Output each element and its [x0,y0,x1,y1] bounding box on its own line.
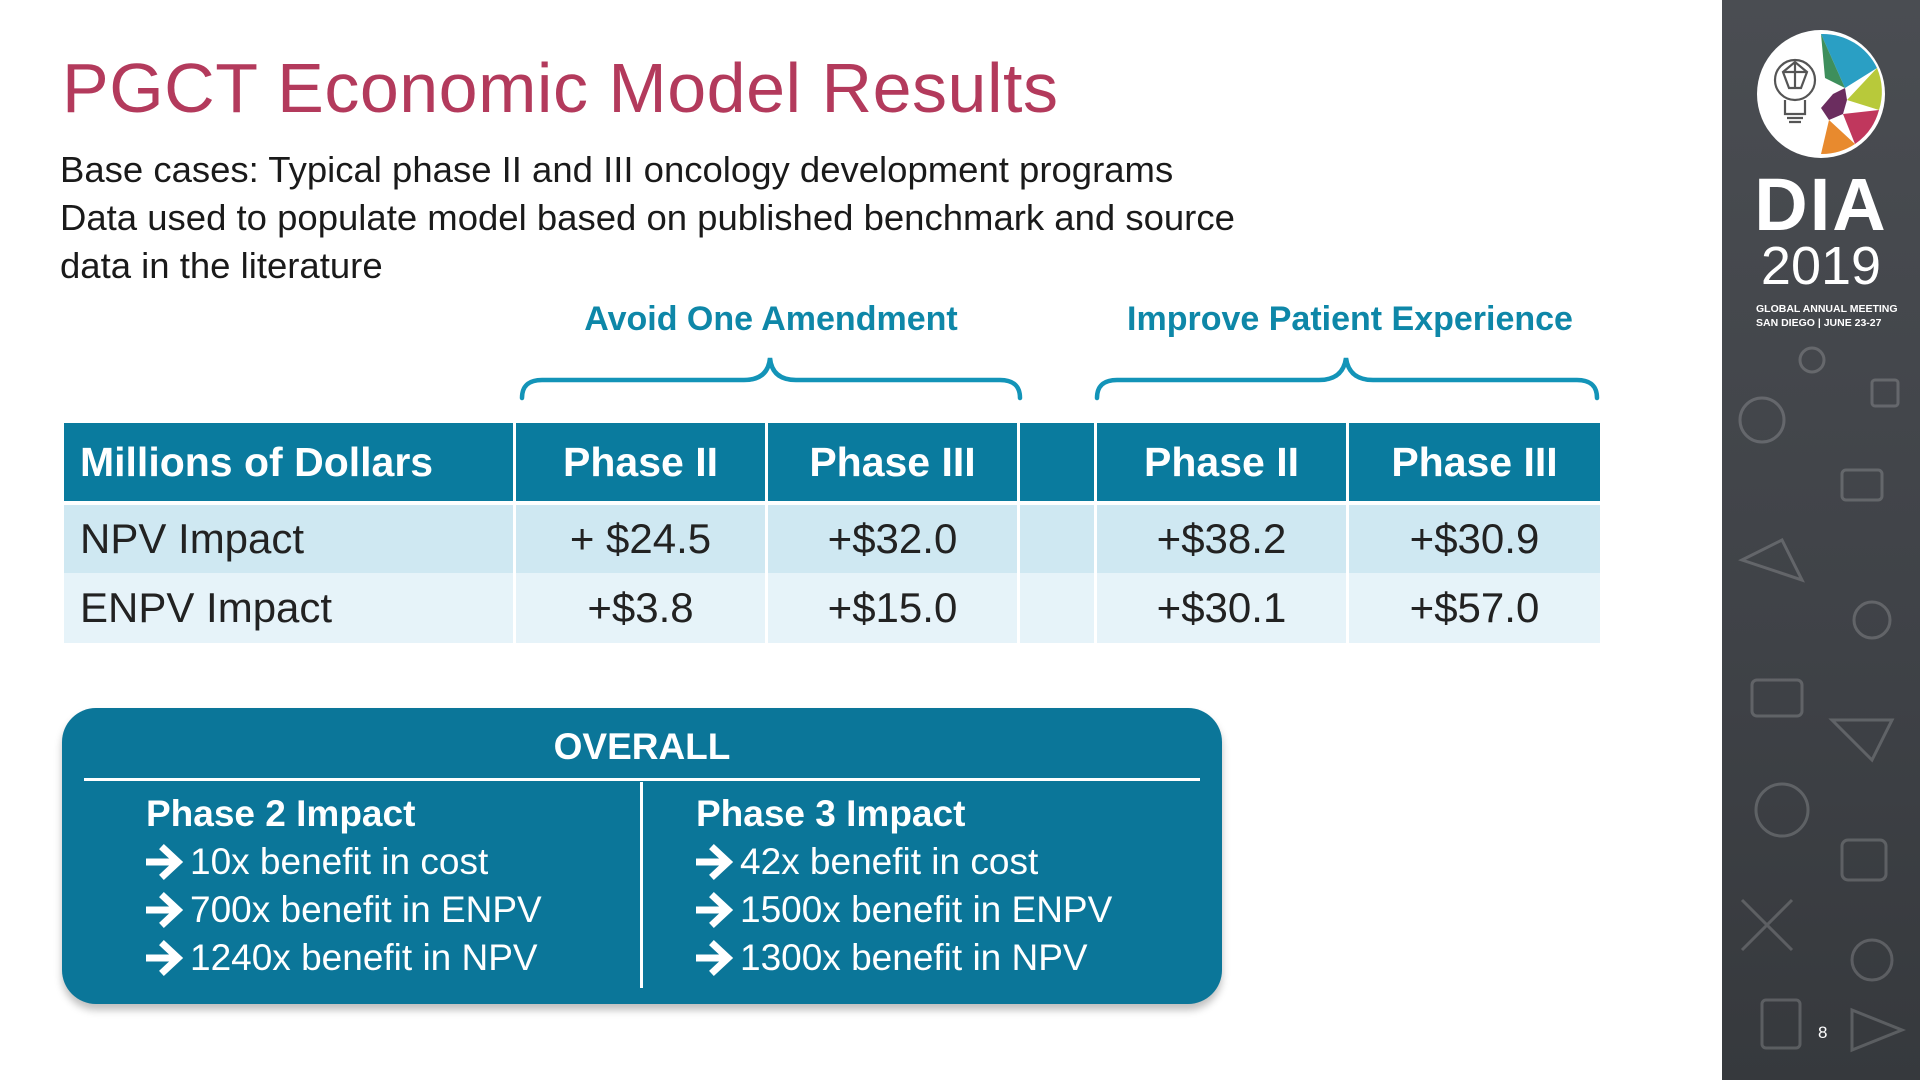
table-row: NPV Impact + $24.5 +$32.0 +$38.2 +$30.9 [64,501,1600,573]
arrow-right-icon [146,892,184,928]
list-item-text: 700x benefit in ENPV [190,889,542,930]
list-item: 1300x benefit in NPV [696,934,1112,982]
meeting-info: GLOBAL ANNUAL MEETING SAN DIEGO | JUNE 2… [1756,302,1906,330]
table-cell [1020,573,1097,643]
arrow-right-icon [696,844,734,880]
table-header-row: Millions of Dollars Phase II Phase III P… [64,423,1600,501]
phase2-impact-column: Phase 2 Impact 10x benefit in cost 700x … [146,790,542,982]
list-item-text: 1240x benefit in NPV [190,937,538,978]
table-cell: ENPV Impact [64,573,516,643]
list-item-text: 10x benefit in cost [190,841,489,882]
table-cell: +$15.0 [768,573,1020,643]
page-number: 8 [1818,1023,1828,1042]
table-header-cell: Millions of Dollars [64,423,516,501]
table-header-cell [1020,423,1097,501]
phase2-impact-heading: Phase 2 Impact [146,793,416,834]
table-header-cell: Phase III [1349,423,1600,501]
overall-title: OVERALL [553,726,731,767]
overall-divider-vertical [640,782,643,988]
arrow-right-icon [696,940,734,976]
list-item-text: 42x benefit in cost [740,841,1039,882]
table-cell: + $24.5 [516,505,768,573]
branding-sidebar: DIA 2019 GLOBAL ANNUAL MEETING SAN DIEGO… [1722,0,1920,1080]
list-item: 700x benefit in ENPV [146,886,542,934]
arrow-right-icon [146,844,184,880]
table-header-cell: Phase III [768,423,1020,501]
table-cell: +$3.8 [516,573,768,643]
list-item: 42x benefit in cost [696,838,1112,886]
subtitle-block: Base cases: Typical phase II and III onc… [60,146,1400,290]
table-cell: +$57.0 [1349,573,1600,643]
table-header-cell: Phase II [1097,423,1349,501]
brace-improve-experience-icon [1094,357,1600,401]
list-item-text: 1500x benefit in ENPV [740,889,1113,930]
meeting-line: SAN DIEGO | JUNE 23-27 [1756,317,1882,329]
table-cell: +$38.2 [1097,505,1349,573]
table-cell: +$32.0 [768,505,1020,573]
arrow-right-icon [696,892,734,928]
brace-avoid-amendment-icon [519,357,1023,401]
brand-dia: DIA [1754,163,1888,246]
overall-divider-horizontal [84,778,1200,781]
list-item-text: 1300x benefit in NPV [740,937,1088,978]
group-label-improve-experience: Improve Patient Experience [1127,300,1573,338]
table-cell [1020,505,1097,573]
brand-year: 2019 [1760,236,1882,296]
phase3-impact-column: Phase 3 Impact 42x benefit in cost 1500x… [696,790,1112,982]
table-cell: +$30.9 [1349,505,1600,573]
phase3-impact-heading: Phase 3 Impact [696,793,966,834]
slide-title: PGCT Economic Model Results [62,49,1059,127]
arrow-right-icon [146,940,184,976]
results-table: Millions of Dollars Phase II Phase III P… [64,423,1600,643]
lightbulb-head-logo-icon [1757,30,1885,158]
table-header-cell: Phase II [516,423,768,501]
list-item: 10x benefit in cost [146,838,542,886]
table-cell: +$30.1 [1097,573,1349,643]
list-item: 1240x benefit in NPV [146,934,542,982]
subtitle-line: Data used to populate model based on pub… [60,197,1235,238]
subtitle-line: data in the literature [60,245,383,286]
group-label-avoid-amendment: Avoid One Amendment [584,300,958,338]
table-cell: NPV Impact [64,505,516,573]
subtitle-line: Base cases: Typical phase II and III onc… [60,149,1174,190]
slide-canvas: PGCT Economic Model Results Base cases: … [60,49,1600,1004]
list-item: 1500x benefit in ENPV [696,886,1112,934]
meeting-line: GLOBAL ANNUAL MEETING [1756,303,1898,315]
overall-summary-box: OVERALL Phase 2 Impact 10x benefit in co… [62,708,1222,1004]
table-row: ENPV Impact +$3.8 +$15.0 +$30.1 +$57.0 [64,573,1600,643]
sidebar-pattern-icon [1738,346,1907,1053]
